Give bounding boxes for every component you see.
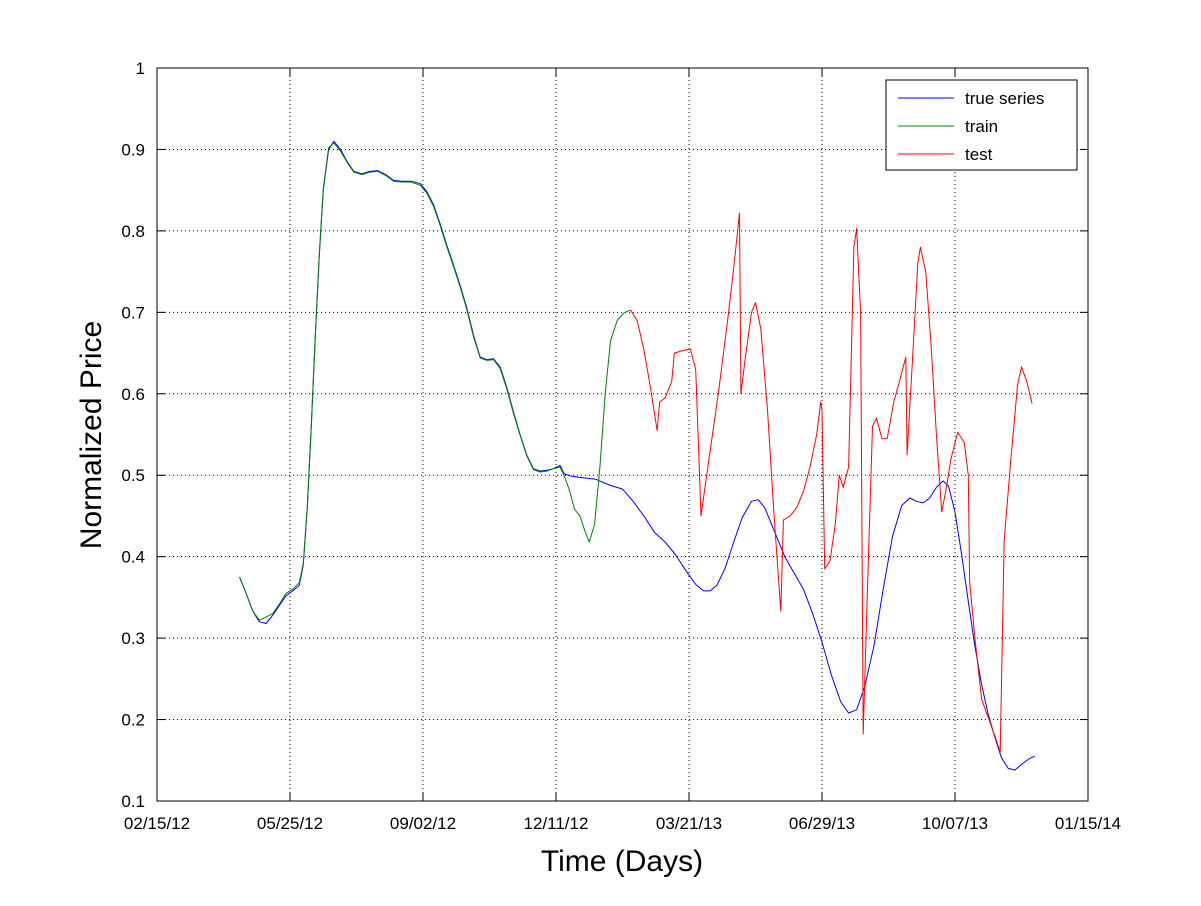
x-tick-label: 06/29/13: [789, 814, 855, 833]
x-tick-label: 03/21/13: [656, 814, 722, 833]
x-tick-label: 01/15/14: [1055, 814, 1121, 833]
plot-frame: [156, 67, 1089, 802]
legend-label: true series: [965, 89, 1044, 108]
series-line-true-series: [239, 140, 1036, 771]
y-tick-label: 0.6: [121, 385, 145, 404]
y-tick-label: 0.9: [121, 140, 145, 159]
y-tick-label: 0.1: [121, 792, 145, 811]
y-tick-label: 1: [136, 59, 145, 78]
y-tick-label: 0.3: [121, 629, 145, 648]
y-tick-label: 0.8: [121, 222, 145, 241]
legend: true series train test: [885, 79, 1078, 171]
y-axis-label: Normalized Price: [75, 321, 108, 549]
x-tick-label: 02/15/12: [124, 814, 190, 833]
x-tick-label: 10/07/13: [922, 814, 988, 833]
y-tick-label: 0.5: [121, 466, 145, 485]
y-tick-label: 0.7: [121, 303, 145, 322]
plot-area: [157, 68, 1088, 801]
x-tick-label: 12/11/12: [524, 814, 589, 833]
legend-box: [885, 79, 1078, 171]
legend-label: test: [965, 145, 993, 164]
series-line-train: [239, 142, 631, 621]
legend-label: train: [965, 117, 998, 136]
x-tick-label: 09/02/12: [390, 814, 456, 833]
x-axis-label: Time (Days): [541, 845, 703, 878]
axis-ticks: 02/15/12 05/25/12 09/02/12 12/11/12 03/21/13…: [121, 59, 1121, 833]
y-tick-label: 0.2: [121, 711, 145, 730]
y-tick-label: 0.4: [121, 548, 145, 567]
x-tick-label: 05/25/12: [257, 814, 323, 833]
series-line-test: [630, 212, 1033, 753]
series-lines: [239, 140, 1036, 771]
